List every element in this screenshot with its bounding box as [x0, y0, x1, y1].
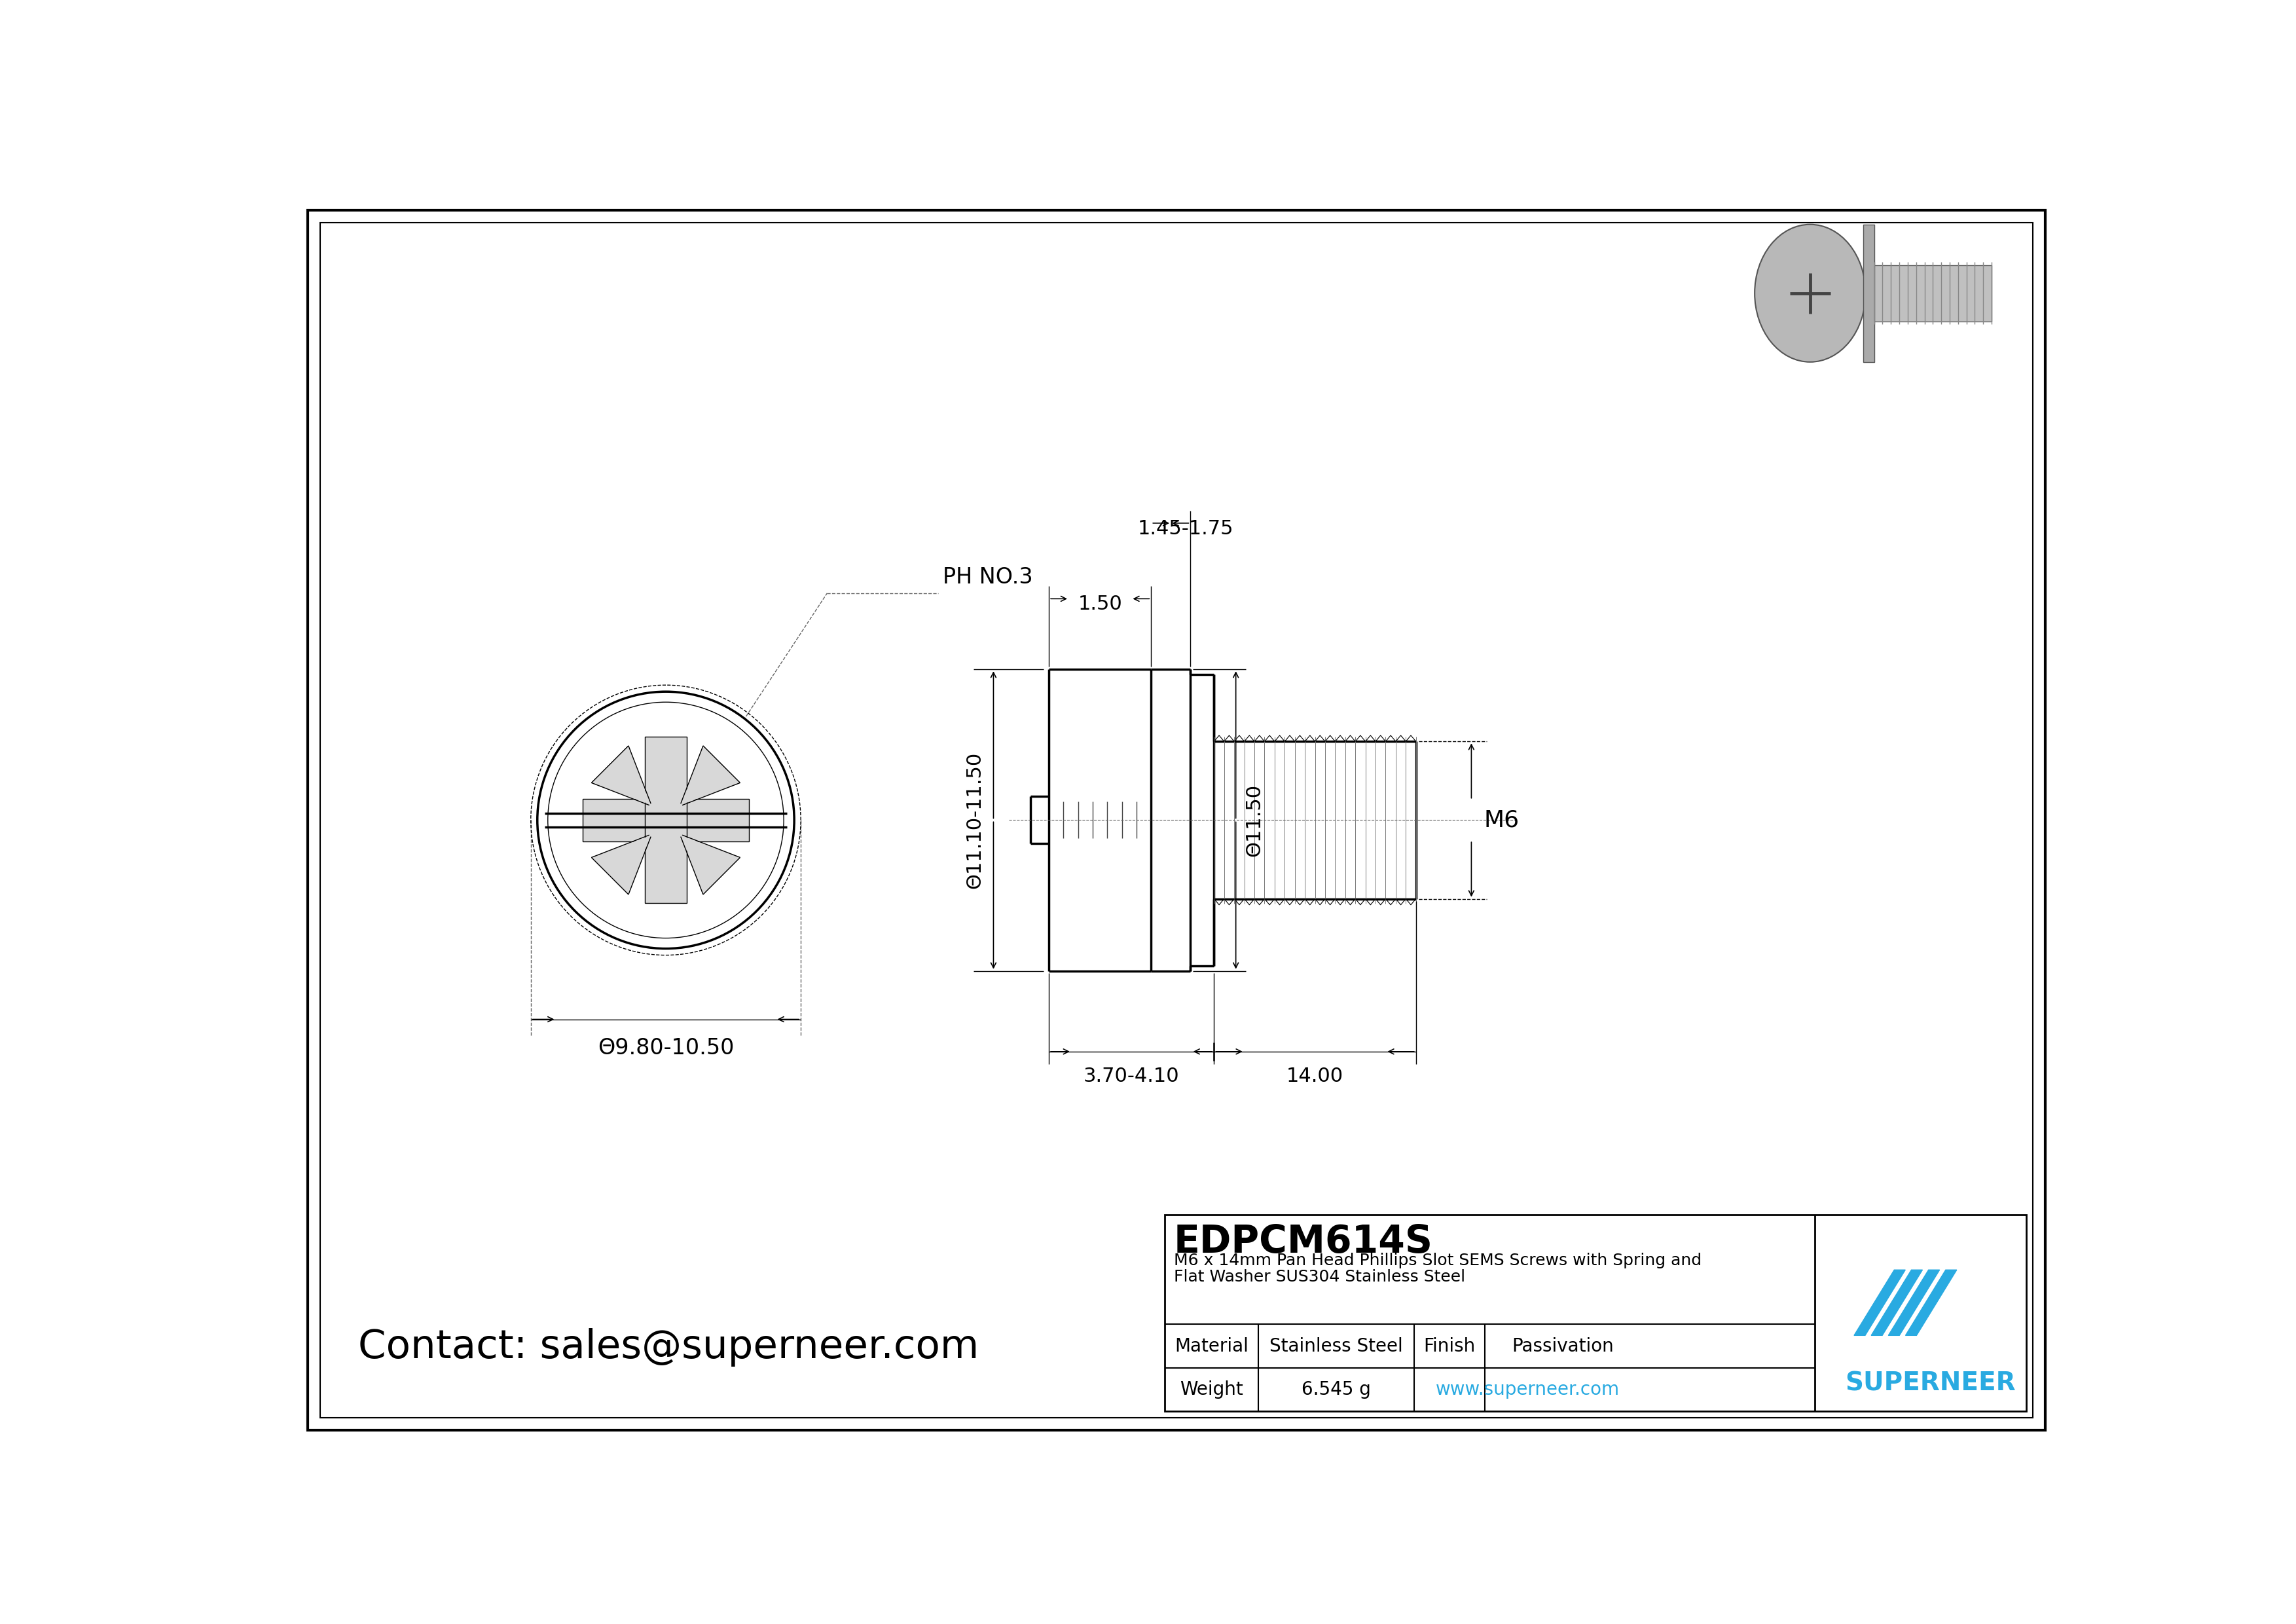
Bar [1874, 265, 1991, 322]
Bar [1862, 224, 1874, 362]
FancyBboxPatch shape [645, 737, 687, 903]
Text: Θ11.50: Θ11.50 [1244, 784, 1263, 856]
Text: Finish: Finish [1424, 1337, 1476, 1354]
Text: Θ11.10-11.50: Θ11.10-11.50 [964, 752, 985, 888]
Circle shape [537, 692, 794, 948]
Polygon shape [1887, 1270, 1940, 1335]
Text: Θ9.80-10.50: Θ9.80-10.50 [597, 1038, 735, 1059]
Text: 1.45-1.75: 1.45-1.75 [1139, 520, 1233, 538]
Text: Contact: sales@superneer.com: Contact: sales@superneer.com [358, 1328, 978, 1366]
Text: 3.70-4.10: 3.70-4.10 [1084, 1067, 1180, 1086]
Text: M6: M6 [1483, 809, 1520, 831]
Text: 14.00: 14.00 [1286, 1067, 1343, 1086]
Text: Passivation: Passivation [1513, 1337, 1614, 1354]
Bar [1164, 1215, 2027, 1411]
Text: www.superneer.com: www.superneer.com [1435, 1380, 1621, 1398]
Polygon shape [1855, 1270, 1906, 1335]
Polygon shape [592, 836, 650, 895]
Polygon shape [592, 745, 650, 804]
Circle shape [549, 702, 783, 939]
Text: 1.50: 1.50 [1077, 594, 1123, 614]
Text: PH NO.3: PH NO.3 [944, 567, 1033, 588]
Text: 6.545 g: 6.545 g [1302, 1380, 1371, 1398]
Text: Flat Washer SUS304 Stainless Steel: Flat Washer SUS304 Stainless Steel [1173, 1268, 1465, 1285]
Text: Weight: Weight [1180, 1380, 1242, 1398]
Polygon shape [682, 745, 739, 804]
Text: Material: Material [1176, 1337, 1249, 1354]
Text: SUPERNEER: SUPERNEER [1846, 1371, 2016, 1397]
Polygon shape [1871, 1270, 1922, 1335]
Text: Stainless Steel: Stainless Steel [1270, 1337, 1403, 1354]
Text: M6 x 14mm Pan Head Phillips Slot SEMS Screws with Spring and: M6 x 14mm Pan Head Phillips Slot SEMS Sc… [1173, 1252, 1701, 1268]
Text: EDPCM614S: EDPCM614S [1173, 1223, 1433, 1260]
Polygon shape [1906, 1270, 1956, 1335]
Ellipse shape [1754, 224, 1867, 362]
FancyBboxPatch shape [583, 799, 748, 841]
Polygon shape [682, 836, 739, 895]
